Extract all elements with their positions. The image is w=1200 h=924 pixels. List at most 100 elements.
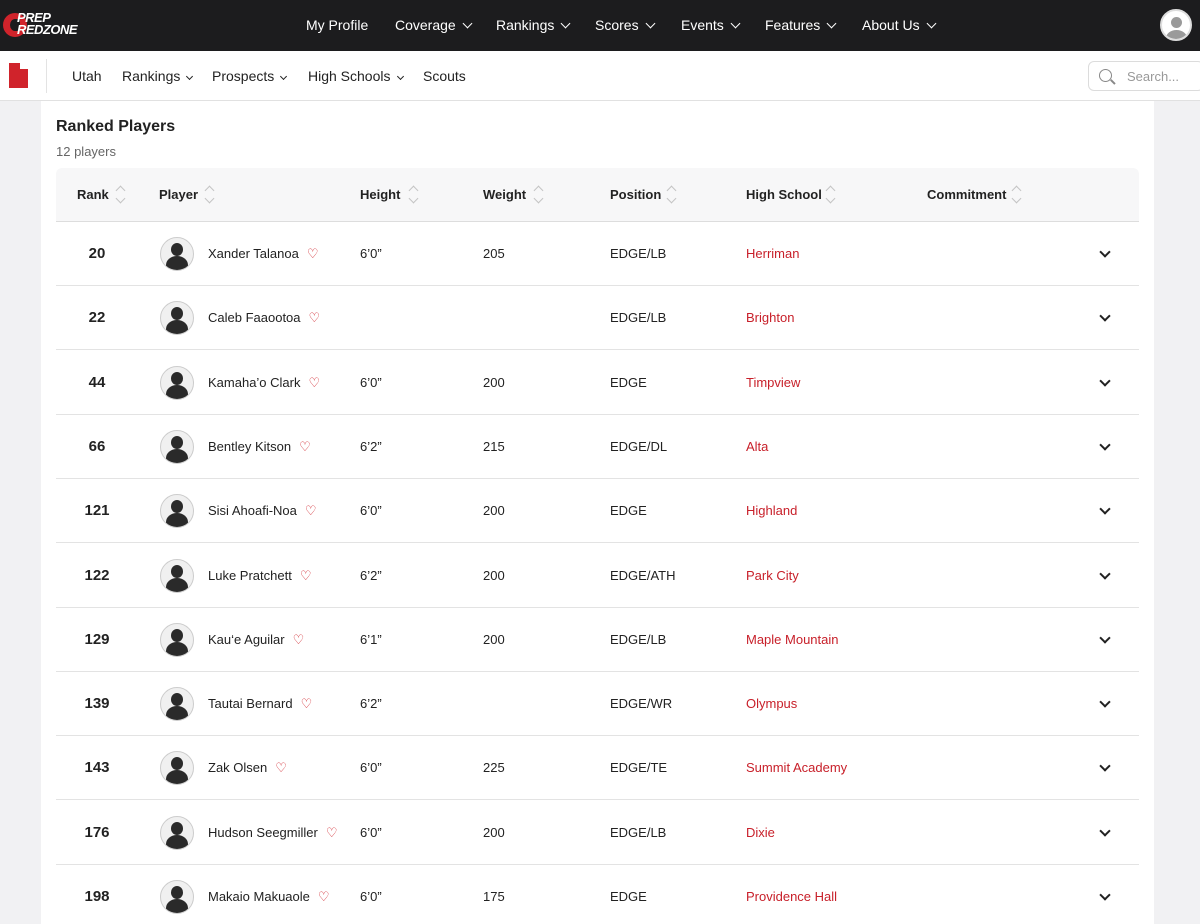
heart-icon[interactable]: ♡ xyxy=(292,631,305,647)
player-name[interactable]: Zak Olsen xyxy=(208,760,268,776)
table-row[interactable]: 176 Hudson Seegmiller ♡ 6’0” 200 EDGE/LB Dixie xyxy=(56,801,1139,865)
heart-icon[interactable]: ♡ xyxy=(299,567,312,583)
subnav-scouts[interactable]: Scouts xyxy=(423,68,466,84)
avatar-body-shape xyxy=(166,899,188,913)
table-row[interactable]: 143 Zak Olsen ♡ 6’0” 225 EDGE/TE Summit Academ… xyxy=(56,736,1139,801)
table-row[interactable]: 139 Tautai Bernard ♡ 6’2” EDGE/WR Olympus xyxy=(56,672,1139,737)
high-school-link[interactable]: Dixie xyxy=(746,824,775,840)
expand-chevron-icon[interactable] xyxy=(1099,310,1111,322)
expand-chevron-icon[interactable] xyxy=(1099,889,1111,901)
table-row[interactable]: 22 Caleb Faaootoa ♡ EDGE/LB Brighton xyxy=(56,286,1139,351)
player-avatar[interactable] xyxy=(160,815,194,850)
heart-icon[interactable]: ♡ xyxy=(304,503,317,519)
high-school-link[interactable]: Timpview xyxy=(746,374,801,390)
heart-icon[interactable]: ♡ xyxy=(300,696,313,712)
avatar-body-shape xyxy=(1166,30,1187,39)
table-row[interactable]: 44 Kamaha’o Clark ♡ 6’0” 200 EDGE Timpview xyxy=(56,351,1139,415)
table-row[interactable]: 198 Makaio Makuaole ♡ 6’0” 175 EDGE Providence… xyxy=(56,865,1139,924)
player-name[interactable]: Kau‘e Aguilar xyxy=(208,631,285,647)
player-name[interactable]: Hudson Seegmiller xyxy=(208,824,318,840)
high-school-link[interactable]: Highland xyxy=(746,503,798,519)
subnav-rankings[interactable]: Rankings xyxy=(122,51,194,101)
expand-chevron-icon[interactable] xyxy=(1099,374,1111,387)
player-avatar[interactable] xyxy=(160,622,194,657)
player-avatar[interactable] xyxy=(160,558,194,593)
search-box[interactable] xyxy=(1088,61,1200,91)
heart-icon[interactable]: ♡ xyxy=(317,889,330,904)
player-avatar[interactable] xyxy=(160,494,194,529)
sort-icon[interactable] xyxy=(408,184,420,206)
player-cell: Hudson Seegmiller ♡ xyxy=(208,801,338,865)
col-commitment[interactable]: Commitment xyxy=(927,187,1007,202)
expand-chevron-icon[interactable] xyxy=(1099,632,1111,644)
sort-icon[interactable] xyxy=(533,184,545,206)
user-avatar[interactable] xyxy=(1160,9,1192,41)
sort-icon[interactable] xyxy=(115,184,127,206)
col-height[interactable]: Height xyxy=(360,187,401,202)
heart-icon[interactable]: ♡ xyxy=(306,246,319,261)
expand-chevron-icon[interactable] xyxy=(1099,760,1111,773)
high-school-link[interactable]: Brighton xyxy=(746,310,795,326)
high-school-link[interactable]: Olympus xyxy=(746,696,798,712)
expand-chevron-icon[interactable] xyxy=(1099,246,1111,258)
player-avatar[interactable] xyxy=(160,687,194,722)
col-position[interactable]: Position xyxy=(610,187,662,202)
table-row[interactable]: 122 Luke Pratchett ♡ 6’2” 200 EDGE/ATH Park Ci… xyxy=(56,544,1139,608)
player-name[interactable]: Kamaha’o Clark xyxy=(208,374,301,390)
expand-chevron-icon[interactable] xyxy=(1099,439,1111,451)
col-high-school[interactable]: High School xyxy=(746,187,822,202)
nav-scores[interactable]: Scores xyxy=(595,0,656,51)
subnav-utah[interactable]: Utah xyxy=(72,68,102,84)
search-input[interactable] xyxy=(1127,67,1200,85)
heart-icon[interactable]: ♡ xyxy=(308,374,321,390)
heart-icon[interactable]: ♡ xyxy=(308,310,321,326)
high-school-link[interactable]: Maple Mountain xyxy=(746,631,839,647)
table-row[interactable]: 121 Sisi Ahoafi-Noa ♡ 6’0” 200 EDGE Highland xyxy=(56,479,1139,544)
subnav-high-schools[interactable]: High Schools xyxy=(308,51,404,101)
heart-icon[interactable]: ♡ xyxy=(299,438,311,454)
player-name[interactable]: Bentley Kitson xyxy=(208,438,292,454)
player-avatar[interactable] xyxy=(160,365,194,400)
expand-chevron-icon[interactable] xyxy=(1099,696,1111,708)
prep-redzone-logo[interactable]: PREP REDZONE xyxy=(3,11,81,39)
player-avatar[interactable] xyxy=(160,880,194,914)
subnav-prospects[interactable]: Prospects xyxy=(212,51,288,101)
player-name[interactable]: Xander Talanoa xyxy=(208,246,299,261)
nav-rankings[interactable]: Rankings xyxy=(496,0,571,51)
player-avatar[interactable] xyxy=(160,751,194,786)
sort-icon[interactable] xyxy=(666,184,678,206)
player-name[interactable]: Makaio Makuaole xyxy=(208,889,310,904)
nav-features[interactable]: Features xyxy=(765,0,837,51)
heart-icon[interactable]: ♡ xyxy=(325,824,338,840)
high-school-link[interactable]: Summit Academy xyxy=(746,760,848,776)
col-weight[interactable]: Weight xyxy=(483,187,527,202)
expand-chevron-icon[interactable] xyxy=(1099,825,1111,837)
sort-icon[interactable] xyxy=(204,184,216,206)
player-avatar[interactable] xyxy=(160,429,194,464)
heart-icon[interactable]: ♡ xyxy=(275,760,287,776)
player-name[interactable]: Luke Pratchett xyxy=(208,567,292,583)
player-avatar[interactable] xyxy=(160,301,194,336)
player-name[interactable]: Tautai Bernard xyxy=(208,696,293,712)
player-name[interactable]: Caleb Faaootoa xyxy=(208,310,301,326)
expand-chevron-icon[interactable] xyxy=(1099,503,1111,515)
high-school-link[interactable]: Herriman xyxy=(746,246,800,261)
nav-about-us[interactable]: About Us xyxy=(862,0,937,51)
nav-coverage[interactable]: Coverage xyxy=(395,0,473,51)
sort-icon[interactable] xyxy=(1011,184,1023,206)
sort-icon[interactable] xyxy=(825,184,837,206)
utah-state-icon[interactable] xyxy=(9,63,28,88)
high-school-link[interactable]: Providence Hall xyxy=(746,889,838,904)
col-player[interactable]: Player xyxy=(159,187,199,202)
nav-events[interactable]: Events xyxy=(681,0,741,51)
player-avatar[interactable] xyxy=(160,237,194,271)
table-row[interactable]: 66 Bentley Kitson ♡ 6’2” 215 EDGE/DL Alta xyxy=(56,415,1139,479)
high-school-link[interactable]: Park City xyxy=(746,567,799,583)
high-school-link[interactable]: Alta xyxy=(746,438,769,454)
col-rank[interactable]: Rank xyxy=(77,187,109,202)
table-row[interactable]: 129 Kau‘e Aguilar ♡ 6’1” 200 EDGE/LB Maple Mou… xyxy=(56,608,1139,672)
nav-my-profile[interactable]: My Profile xyxy=(306,17,369,33)
player-name[interactable]: Sisi Ahoafi-Noa xyxy=(208,503,297,519)
expand-chevron-icon[interactable] xyxy=(1099,567,1111,580)
table-row[interactable]: 20 Xander Talanoa ♡ 6’0” 205 EDGE/LB Herriman xyxy=(56,222,1139,286)
